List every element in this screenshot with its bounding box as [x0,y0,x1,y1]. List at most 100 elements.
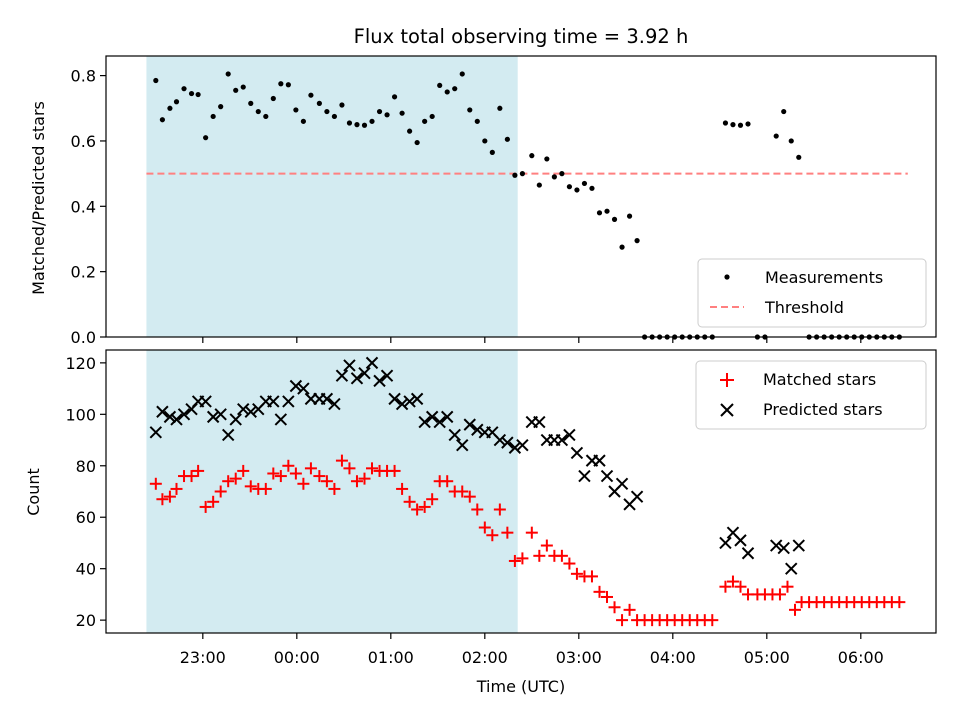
matched-point [555,549,568,562]
matched-point [719,580,732,593]
matched-point [486,529,499,542]
measurement-point [248,100,254,106]
matched-point [320,475,333,488]
measurement-point [773,133,779,139]
measurement-point [354,122,360,128]
measurement-point [278,81,284,87]
matched-point [237,464,250,477]
predicted-point [297,382,310,395]
matched-point [593,585,606,598]
matched-point [207,495,220,508]
legend-threshold-label: Threshold [764,298,844,317]
predicted-point [516,438,529,452]
matched-point [350,475,363,488]
predicted-point [578,469,591,483]
matched-point [185,470,198,483]
predicted-point [493,433,507,447]
predicted-point [448,428,461,442]
top-y-tick-label: 0.0 [71,328,96,347]
chart-title: Flux total observing time = 3.92 h [354,25,689,48]
predicted-point [170,413,183,426]
predicted-point [418,415,431,429]
measurement-point [414,139,420,146]
measurement-point [316,100,322,106]
matched-point [149,477,162,490]
matched-point [244,480,257,493]
matched-point [282,459,295,472]
x-tick-label: 04:00 [650,648,696,667]
measurement-point [399,110,405,116]
measurement-point [173,99,180,105]
measurement-point [195,91,201,98]
measurement-point [512,172,518,178]
predicted-point [508,441,522,454]
predicted-point [463,418,476,431]
measurement-point [270,95,276,102]
predicted-point [501,436,514,449]
bottom-y-tick-label: 100 [65,405,96,424]
measurement-point [444,89,450,95]
matched-point [533,549,546,562]
measurement-point [722,120,729,126]
predicted-point [328,397,341,411]
measurement-point [544,156,550,162]
predicted-point [593,454,606,467]
x-tick-label: 03:00 [556,648,602,667]
predicted-point [777,541,790,555]
measurement-point [566,184,573,190]
matched-point [199,500,212,513]
measurement-point [467,107,473,113]
predicted-point [380,369,394,382]
measurement-point [745,121,751,127]
legend-measurements-marker [724,274,730,280]
matched-point [163,490,176,503]
matched-point [388,464,401,477]
legend-matched-marker [720,373,734,387]
predicted-point [350,372,364,385]
measurement-point [551,174,557,180]
measurement-point [536,182,542,188]
measurement-point [210,113,216,120]
measurement-point [611,216,618,222]
top-y-tick-label: 0.2 [71,263,96,282]
predicted-point [741,547,755,560]
matched-point [328,482,341,495]
matched-point [726,575,739,588]
predicted-point [267,395,280,408]
measurement-point [300,118,306,124]
matched-point [222,475,235,488]
measurement-point [159,117,165,123]
predicted-point [441,410,454,424]
bottom-y-axis-label: Count [24,468,43,516]
matched-point [781,580,794,593]
matched-point [456,485,469,498]
matched-point [343,462,356,475]
predicted-point [244,405,257,418]
top-panel: Flux total observing time = 3.92 h 0.0 0.… [29,25,937,347]
x-tick-label: 01:00 [368,648,414,667]
matched-point [403,495,416,508]
predicted-point [229,413,242,426]
predicted-point [206,410,220,424]
top-legend: Measurements Threshold [697,258,927,328]
matched-point [313,470,326,483]
predicted-point [456,438,469,452]
matched-point [471,503,484,516]
predicted-point [425,410,439,424]
matched-point [396,482,409,495]
matched-point [563,557,576,570]
matched-point [501,526,514,539]
measurement-point [181,86,187,92]
matched-point [706,614,719,627]
measurement-point [346,120,353,126]
matched-point [608,601,621,614]
predicted-point [358,366,371,380]
bottom-y-tick-label: 60 [76,508,96,527]
measurement-point [452,86,458,92]
measurement-point [167,105,173,111]
matched-point [493,503,506,516]
x-axis-label: Time (UTC) [476,677,565,696]
matched-point [463,490,476,503]
measurement-point [384,112,390,118]
